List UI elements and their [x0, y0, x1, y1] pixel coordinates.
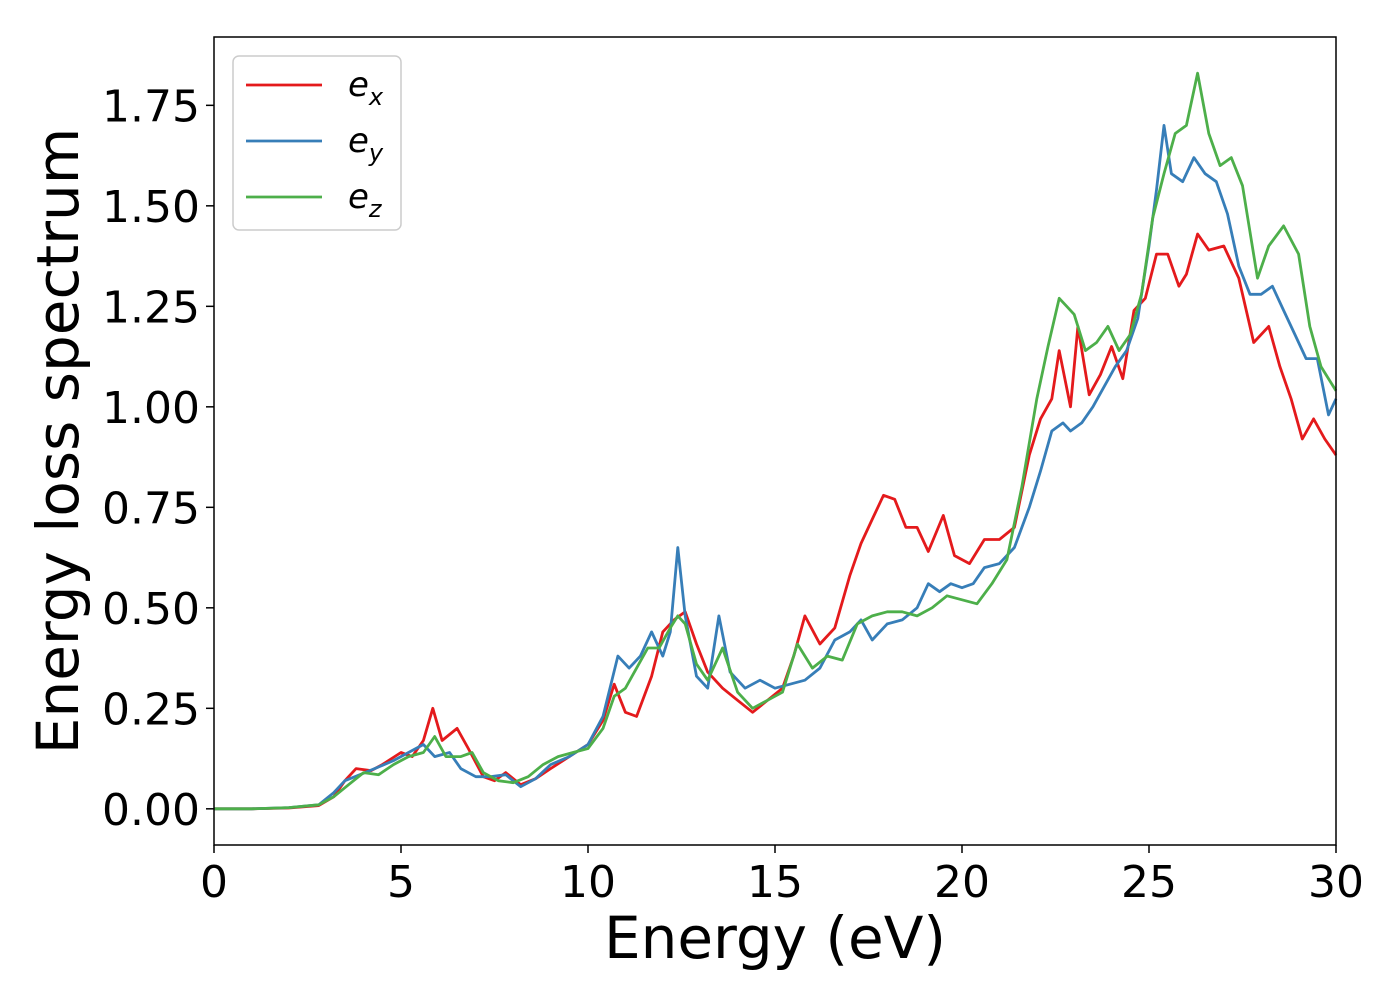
x-tick-label: 30 [1308, 857, 1364, 908]
x-tick-label: 5 [387, 857, 415, 908]
axis-ticks: 0 5 10 15 20 25 30 0.00 0.25 0.50 0.75 1.00 1.25 1.50… [102, 81, 1364, 908]
legend-label-main: e [348, 177, 369, 217]
legend-label-subscript: x [368, 83, 384, 111]
y-tick-label: 0.50 [102, 584, 200, 635]
legend-label-main: e [348, 121, 369, 161]
x-tick-label: 15 [747, 857, 803, 908]
x-tick-label: 10 [560, 857, 616, 908]
x-tick-label: 25 [1121, 857, 1177, 908]
legend-box [232, 55, 402, 231]
series-line-ex [214, 232, 1338, 811]
y-axis-label: Energy loss spectrum [24, 128, 92, 754]
series-lines [214, 71, 1338, 811]
legend-label-subscript: z [368, 195, 383, 223]
legend-label-ez: ez [348, 177, 383, 223]
y-tick-label: 0.25 [102, 684, 200, 735]
y-tick-label: 0.00 [102, 785, 200, 836]
x-tick-label: 0 [200, 857, 228, 908]
legend-label-subscript: y [368, 139, 384, 167]
y-tick-label: 0.75 [102, 483, 200, 534]
legend-label-main: e [348, 65, 369, 105]
y-tick-label: 1.75 [102, 81, 200, 132]
x-axis-label: Energy (eV) [604, 904, 946, 972]
y-tick-label: 1.00 [102, 383, 200, 434]
x-tick-label: 20 [934, 857, 990, 908]
legend-label-ey: ey [348, 121, 384, 167]
y-tick-label: 1.50 [102, 182, 200, 233]
legend-label-ex: ex [348, 65, 384, 111]
series-line-ez [214, 71, 1338, 811]
y-tick-label: 1.25 [102, 282, 200, 333]
